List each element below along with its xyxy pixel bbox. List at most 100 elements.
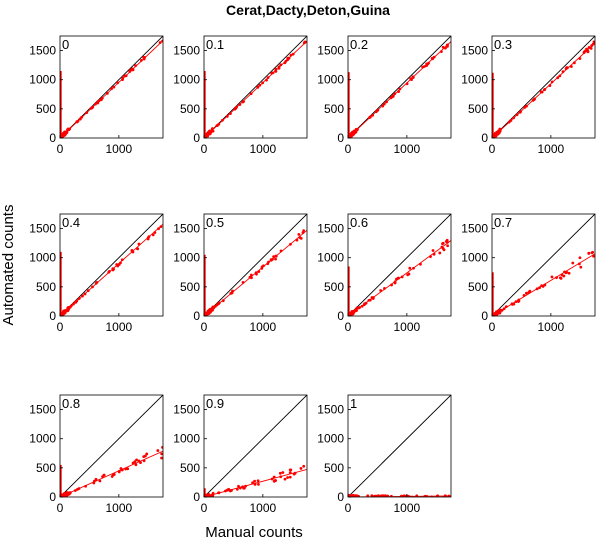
y-tick-label: 500 [324,461,344,475]
data-point [255,272,258,276]
data-point [374,110,378,114]
data-point [370,296,374,299]
data-point [271,71,275,75]
data-point [297,232,301,236]
data-point [153,231,157,234]
data-point [535,287,539,291]
data-point [382,102,386,106]
data-point [354,308,358,312]
panel-label: 1 [350,396,357,411]
axes-box [59,35,164,139]
data-point [204,133,207,137]
data-point [438,251,442,255]
y-tick-label: 500 [180,102,200,116]
y-tick-label: 1500 [173,44,200,58]
data-point [504,305,508,309]
data-point [587,252,591,255]
data-point [564,67,568,71]
data-point [142,459,146,463]
data-point [419,262,422,266]
x-tick-label: 0 [201,501,208,515]
x-tick-label: 0 [345,320,352,334]
y-tick-label: 1500 [173,403,200,417]
y-tick-label: 1500 [29,403,56,417]
data-point [119,261,122,265]
y-tick-label: 500 [468,102,488,116]
data-point [208,130,212,133]
data-point [522,293,526,297]
data-point [441,241,445,245]
data-point [157,227,160,231]
data-point [121,78,124,81]
axes-box [347,35,452,139]
data-point [135,458,138,462]
data-point [493,132,497,135]
data-point [253,483,257,486]
data-point [124,467,128,471]
y-tick-label: 500 [180,461,200,475]
identity-line [204,214,307,316]
y-tick-label: 1000 [173,251,200,265]
data-point [142,455,146,459]
data-point [288,471,292,475]
data-point [432,55,436,59]
data-point [272,479,276,483]
data-point [131,68,134,71]
x-tick-label: 0 [201,142,208,156]
panel-0.8: 0 500 1000 1500 0 1000 0.8 [29,394,164,515]
x-tick-label: 1000 [538,142,565,156]
y-tick-label: 500 [180,280,200,294]
data-point [303,40,307,44]
data-point [291,52,295,56]
data-point [548,84,552,87]
data-point [124,74,128,78]
y-tick-label: 0 [193,490,200,504]
x-tick-label: 1000 [106,320,133,334]
data-point [444,46,447,50]
data-point [134,64,137,68]
data-point [221,299,225,303]
data-point [567,271,571,275]
x-tick-label: 0 [57,501,64,515]
data-point [299,467,303,470]
y-tick-label: 1000 [461,251,488,265]
data-point [107,270,111,274]
panel-0.5: 0 500 1000 1500 0 1000 0.5 [173,213,308,334]
y-tick-label: 1500 [173,222,200,236]
data-point [533,97,536,101]
data-point [383,494,387,497]
data-point [436,494,440,497]
data-point [274,69,278,72]
data-point [206,134,210,138]
y-tick-label: 1500 [317,44,344,58]
y-tick-label: 0 [337,131,344,145]
y-tick-label: 500 [468,280,488,294]
x-tick-label: 0 [57,142,64,156]
data-point [216,124,219,127]
data-point [439,50,443,54]
data-point [528,289,532,293]
data-point [381,494,385,497]
y-tick-label: 1000 [317,432,344,446]
data-point [76,119,80,123]
plot-area [60,214,163,316]
plot-area [492,214,595,316]
identity-line [60,36,163,138]
data-point [60,313,62,316]
data-point [256,85,260,89]
data-point [393,92,397,96]
data-point [289,53,293,57]
data-point [507,120,511,124]
data-point [592,254,595,258]
panel-0.9: 0 500 1000 1500 0 1000 0.9 [173,394,308,515]
data-point [130,248,134,252]
data-point [270,477,274,481]
data-point [502,307,506,311]
data-point [117,470,121,474]
panel-0.7: 0 500 1000 1500 0 1000 0.7 [461,213,596,334]
data-point [97,99,101,103]
data-point [524,291,528,295]
data-point [85,111,89,115]
data-point [425,64,428,68]
data-point [244,484,248,488]
